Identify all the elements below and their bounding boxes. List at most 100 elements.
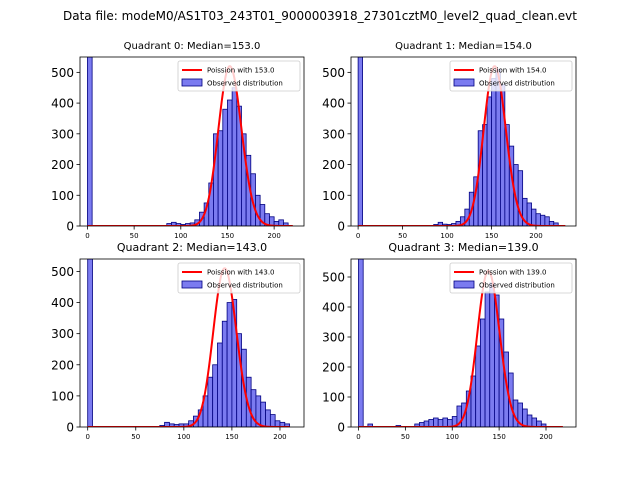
axes-frame (79, 258, 305, 428)
histogram-bar (535, 213, 541, 226)
legend-box (449, 262, 573, 294)
x-tick-label: 150 (221, 232, 234, 240)
x-tick-label: 0 (356, 433, 360, 441)
histogram-bar (217, 342, 223, 427)
legend-bar-swatch (453, 78, 475, 87)
y-tick-label: 400 (51, 296, 74, 310)
histogram-bar (531, 208, 537, 226)
legend-box (177, 60, 301, 92)
histogram-bar (489, 282, 495, 427)
y-tick-label: 100 (51, 389, 74, 403)
histogram-bar (526, 414, 533, 427)
y-tick-label: 200 (51, 158, 74, 172)
subplot-1: 0 50 100 150 200 0 100 200 300 400 500 Quadrant 1: … (322, 41, 577, 240)
y-tick-label: 0 (66, 421, 74, 435)
x-tick-label: 150 (485, 232, 498, 240)
subplot-title: Quadrant 2: Median=143.0 (117, 241, 267, 254)
y-tick-label: 200 (51, 358, 74, 372)
histogram-bar (522, 408, 528, 427)
x-tick-label: 0 (356, 232, 360, 240)
histogram-bar (479, 318, 486, 427)
y-tick-label: 100 (322, 189, 345, 203)
plot-area-1 (357, 57, 566, 226)
y-tick-label: 300 (51, 327, 74, 341)
y-tick-label: 100 (51, 189, 74, 203)
y-tick-label: 0 (66, 220, 74, 234)
legend-bar-swatch (453, 280, 475, 289)
poisson-curve (87, 267, 290, 427)
legend-bar-swatch (181, 78, 203, 87)
x-tick-label: 200 (539, 433, 552, 441)
histogram-bar (226, 302, 233, 427)
x-tick-label: 200 (273, 433, 286, 441)
subplot-title: Quadrant 1: Median=154.0 (395, 41, 532, 52)
y-tick-label: 0 (337, 421, 345, 435)
y-tick-label: 0 (337, 220, 345, 234)
histogram-bar (484, 291, 491, 427)
legend-entry-observed: Observed distribution (479, 80, 555, 88)
y-tick-label: 500 (51, 66, 74, 80)
histogram-bar (357, 57, 363, 226)
histogram-bar (212, 364, 218, 427)
histogram-bar (367, 423, 373, 427)
x-tick-label: 100 (177, 433, 190, 441)
x-tick-label: 200 (267, 232, 280, 240)
y-tick-label: 200 (322, 158, 345, 172)
y-tick-label: 500 (322, 66, 345, 80)
legend-entry-observed: Observed distribution (479, 282, 555, 290)
histogram-bar (531, 417, 538, 427)
poisson-curve (358, 270, 563, 427)
histogram-bar (231, 87, 238, 226)
x-tick-label: 100 (440, 232, 453, 240)
histogram-bar (540, 423, 547, 427)
x-tick-label: 0 (85, 232, 89, 240)
x-tick-label: 50 (398, 232, 407, 240)
y-tick-label: 100 (322, 391, 345, 405)
x-tick-label: 50 (130, 232, 139, 240)
y-tick-label: 400 (51, 97, 74, 111)
subplot-0: 0 50 100 150 200 0 100 200 300 400 500 Quadrant 0: … (51, 41, 305, 240)
subplot-2: 0 50 100 150 200 0 100 200 300 400 500 Quadrant 2: … (51, 241, 305, 441)
histogram-bar (222, 108, 228, 226)
x-tick-label: 150 (492, 433, 505, 441)
histogram-bar (217, 130, 224, 226)
histogram-bar (553, 222, 559, 226)
histogram-bar (428, 419, 434, 427)
y-tick-label: 300 (322, 331, 345, 345)
histogram-bar (87, 57, 93, 226)
histogram-bar (540, 214, 546, 226)
y-tick-label: 500 (322, 271, 345, 285)
histogram-bar (491, 78, 497, 226)
poisson-curve (358, 65, 566, 226)
histogram-bar (486, 96, 492, 226)
histogram-bar (283, 222, 289, 226)
y-tick-label: 200 (322, 361, 345, 375)
x-tick-label: 50 (131, 433, 140, 441)
axes-frame (79, 56, 305, 227)
histogram-bar (358, 259, 364, 427)
x-tick-label: 200 (529, 232, 542, 240)
histogram-bar (475, 345, 481, 427)
histogram-bar (433, 417, 439, 427)
legend-box (177, 262, 301, 294)
subplot-title: Quadrant 3: Median=139.0 (388, 241, 538, 254)
histogram-bar (207, 376, 214, 427)
y-tick-label: 500 (51, 265, 74, 279)
x-tick-label: 100 (446, 433, 459, 441)
histogram-bar (544, 216, 550, 226)
histogram-bar (87, 259, 93, 427)
subplot-3: 0 50 100 150 200 0 100 200 300 400 500 Quadrant 3: … (322, 241, 577, 441)
subplot-title: Quadrant 0: Median=153.0 (124, 41, 261, 52)
legend-entry-observed: Observed distribution (207, 282, 283, 290)
figure-suptitle: Data file: modeM0/AS1T03_243T01_90000039… (63, 9, 577, 23)
histogram-bar (269, 414, 276, 427)
legend-entry-poisson: Poission with 143.0 (207, 269, 275, 277)
histogram-bar (442, 417, 448, 427)
x-tick-label: 100 (174, 232, 187, 240)
legend-entry-poisson: Poission with 154.0 (479, 67, 547, 75)
histogram-bar (221, 320, 228, 427)
histogram-bar (260, 401, 266, 427)
y-tick-label: 400 (322, 301, 345, 315)
legend-entry-poisson: Poission with 153.0 (207, 67, 275, 75)
